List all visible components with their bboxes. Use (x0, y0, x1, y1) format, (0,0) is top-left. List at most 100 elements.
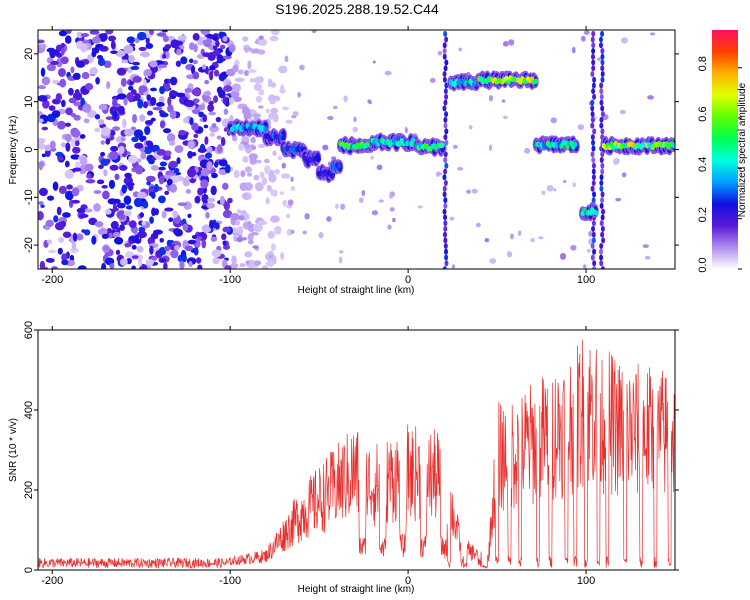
noise-blob (100, 126, 111, 137)
noise-blob (230, 262, 239, 269)
noise-blob (277, 155, 282, 161)
noise-blob (98, 103, 108, 111)
noise-blob (159, 86, 165, 95)
noise-blob (38, 95, 48, 102)
noise-blob (237, 69, 244, 75)
noise-blob (233, 234, 238, 242)
streak-blob (600, 231, 605, 238)
noise-blob (38, 187, 48, 197)
noise-blob (201, 193, 209, 204)
noise-blob (189, 117, 194, 126)
noise-blob (270, 215, 280, 223)
noise-blob (57, 67, 66, 77)
noise-blob (86, 173, 92, 179)
noise-blob (57, 247, 63, 255)
noise-blob (112, 98, 118, 108)
colorbar-gradient (712, 30, 738, 269)
noise-blob (131, 265, 136, 269)
noise-blob (235, 219, 240, 226)
noise-blob (124, 128, 134, 137)
faint-blob (371, 210, 379, 216)
noise-blob (223, 108, 229, 115)
noise-blob (272, 150, 277, 157)
noise-blob (116, 67, 127, 76)
noise-blob (145, 36, 150, 45)
noise-blob (205, 211, 210, 219)
noise-blob (187, 150, 193, 159)
streak-blob (591, 48, 596, 55)
faint-blob (297, 91, 301, 98)
noise-blob (114, 173, 120, 181)
noise-blob (83, 118, 90, 124)
noise-blob (133, 197, 143, 208)
faint-blob (571, 46, 576, 54)
noise-blob (139, 212, 145, 218)
noise-blob (38, 142, 46, 150)
noise-blob (257, 143, 266, 149)
noise-blob (252, 113, 262, 118)
noise-blob (181, 254, 187, 263)
noise-blob (75, 60, 86, 68)
noise-blob (249, 231, 259, 236)
noise-blob (253, 83, 263, 91)
noise-blob (222, 209, 233, 219)
noise-blob (71, 241, 77, 251)
streak-blob (444, 248, 449, 255)
noise-blob (261, 177, 268, 186)
faint-blob (489, 144, 493, 151)
noise-blob (212, 95, 219, 103)
faint-blob (370, 155, 374, 160)
noise-blob (137, 98, 144, 109)
noise-blob (99, 45, 109, 52)
faint-blob (287, 199, 294, 206)
streak-blob (599, 116, 604, 123)
noise-blob (175, 60, 182, 68)
streak-blob (443, 243, 448, 250)
ridge-core (440, 142, 445, 149)
noise-blob (73, 136, 81, 142)
streak-blob (442, 208, 447, 215)
noise-blob (243, 47, 253, 52)
noise-blob (103, 60, 112, 69)
streak-blob (600, 111, 605, 118)
faint-blob (524, 147, 531, 154)
colorbar-tick-label: 0.6 (697, 106, 709, 121)
noise-blob (200, 30, 211, 36)
faint-blob (258, 105, 264, 109)
noise-blob (211, 123, 217, 128)
faint-blob (253, 174, 260, 181)
faint-blob (530, 237, 535, 243)
noise-blob (202, 114, 207, 123)
noise-blob (58, 236, 65, 243)
noise-blob (192, 71, 200, 80)
faint-blob (586, 248, 591, 253)
noise-blob (228, 97, 235, 105)
noise-blob (239, 263, 246, 268)
ridge-core (263, 125, 268, 132)
noise-blob (285, 119, 293, 124)
chart-title: S196.2025.288.19.52.C44 (275, 1, 439, 17)
streak-blob (443, 225, 448, 232)
noise-blob (88, 217, 98, 226)
streak-blob (590, 116, 595, 123)
noise-blob (270, 30, 280, 36)
noise-blob (202, 37, 213, 48)
noise-blob (124, 172, 132, 179)
noise-blob (82, 103, 92, 113)
noise-blob (188, 42, 195, 51)
noise-blob (58, 185, 67, 195)
streak-blob (444, 59, 449, 66)
noise-blob (103, 169, 108, 177)
faint-blob (451, 264, 456, 269)
streak-blob (443, 134, 448, 141)
streak-blob (599, 88, 604, 95)
faint-blob (417, 205, 423, 209)
noise-blob (39, 260, 46, 269)
noise-blob (116, 93, 127, 100)
noise-blob (123, 210, 132, 217)
noise-blob (142, 79, 147, 88)
noise-blob (131, 136, 139, 142)
noise-blob (241, 106, 251, 116)
streak-blob (591, 197, 596, 204)
noise-blob (221, 233, 227, 241)
